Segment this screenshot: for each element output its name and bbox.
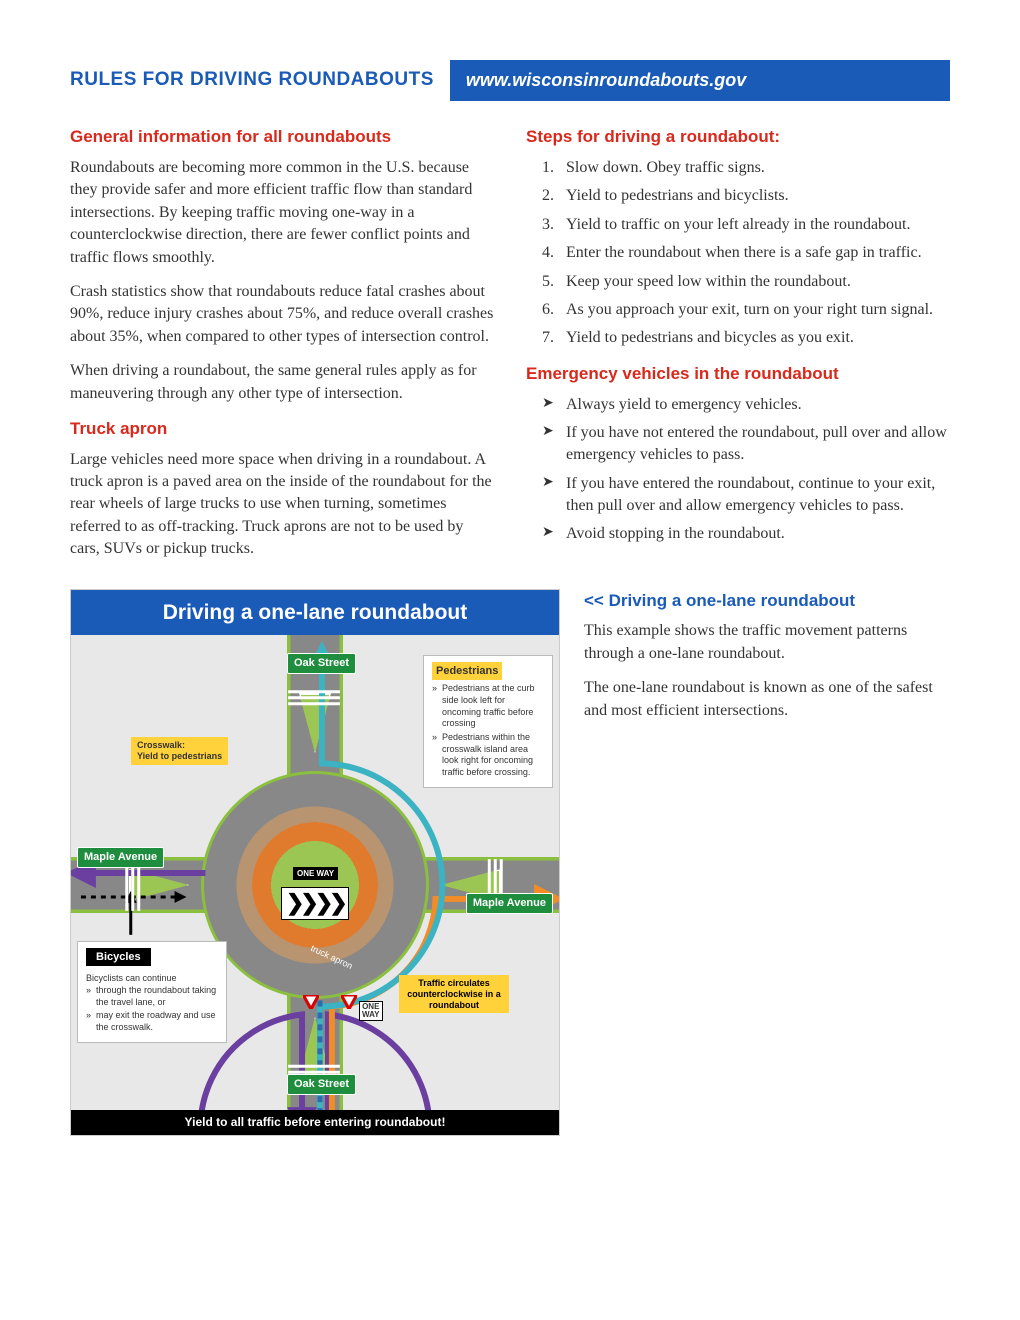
street-maple-east: Maple Avenue [466,893,553,914]
step-item: Yield to traffic on your left already in… [542,214,950,236]
side-p1: This example shows the traffic movement … [584,620,950,665]
general-info-p1: Roundabouts are becoming more common in … [70,157,494,269]
diagram-container: Driving a one-lane roundabout [70,589,560,1136]
street-maple-west: Maple Avenue [77,847,164,868]
emergency-heading: Emergency vehicles in the roundabout [526,362,950,386]
right-column: Steps for driving a roundabout: Slow dow… [526,125,950,572]
left-column: General information for all roundabouts … [70,125,494,572]
steps-heading: Steps for driving a roundabout: [526,125,950,149]
emergency-item: Always yield to emergency vehicles. [542,394,950,416]
circulation-callout: Traffic circulates counterclockwise in a… [399,975,509,1013]
emergency-item: If you have entered the roundabout, cont… [542,473,950,518]
steps-list: Slow down. Obey traffic signs. Yield to … [542,157,950,350]
step-item: Yield to pedestrians and bicyclists. [542,185,950,207]
general-info-heading: General information for all roundabouts [70,125,494,149]
header-bar: RULES FOR DRIVING ROUNDABOUTS www.wiscon… [70,60,950,101]
header-title: RULES FOR DRIVING ROUNDABOUTS [70,67,450,94]
lower-section: Driving a one-lane roundabout [70,589,950,1136]
emergency-item: If you have not entered the roundabout, … [542,422,950,467]
yield-icon [341,995,357,1009]
pedestrians-callout: Pedestrians Pedestrians at the curb side… [423,655,553,788]
bicycles-callout: Bicycles Bicyclists can continue through… [77,941,227,1043]
header-url: www.wisconsinroundabouts.gov [450,60,950,101]
yield-strip: Yield to all traffic before entering rou… [71,1110,559,1135]
street-oak-north: Oak Street [287,653,356,674]
step-item: Enter the roundabout when there is a saf… [542,242,950,264]
emergency-list: Always yield to emergency vehicles. If y… [542,394,950,546]
chevron-sign: ❯❯❯❯ [281,887,349,920]
truck-apron-p: Large vehicles need more space when driv… [70,449,494,561]
content-columns: General information for all roundabouts … [70,125,950,572]
one-way-sign-stacked: ONE WAY [359,1001,383,1021]
truck-apron-heading: Truck apron [70,417,494,441]
roundabout-diagram: Oak Street Oak Street Maple Avenue Maple… [71,635,559,1135]
step-item: Yield to pedestrians and bicycles as you… [542,327,950,349]
step-item: As you approach your exit, turn on your … [542,299,950,321]
step-item: Keep your speed low within the roundabou… [542,271,950,293]
crosswalk-callout: Crosswalk: Yield to pedestrians [131,737,228,765]
emergency-item: Avoid stopping in the roundabout. [542,523,950,545]
step-item: Slow down. Obey traffic signs. [542,157,950,179]
general-info-p2: Crash statistics show that roundabouts r… [70,281,494,348]
side-heading: << Driving a one-lane roundabout [584,589,950,613]
center-island [201,771,429,999]
diagram-title: Driving a one-lane roundabout [71,590,559,635]
one-way-sign: ONE WAY [293,867,338,880]
general-info-p3: When driving a roundabout, the same gene… [70,360,494,405]
diagram-description: << Driving a one-lane roundabout This ex… [584,589,950,1136]
side-p2: The one-lane roundabout is known as one … [584,677,950,722]
street-oak-south: Oak Street [287,1074,356,1095]
yield-icon [303,995,319,1009]
